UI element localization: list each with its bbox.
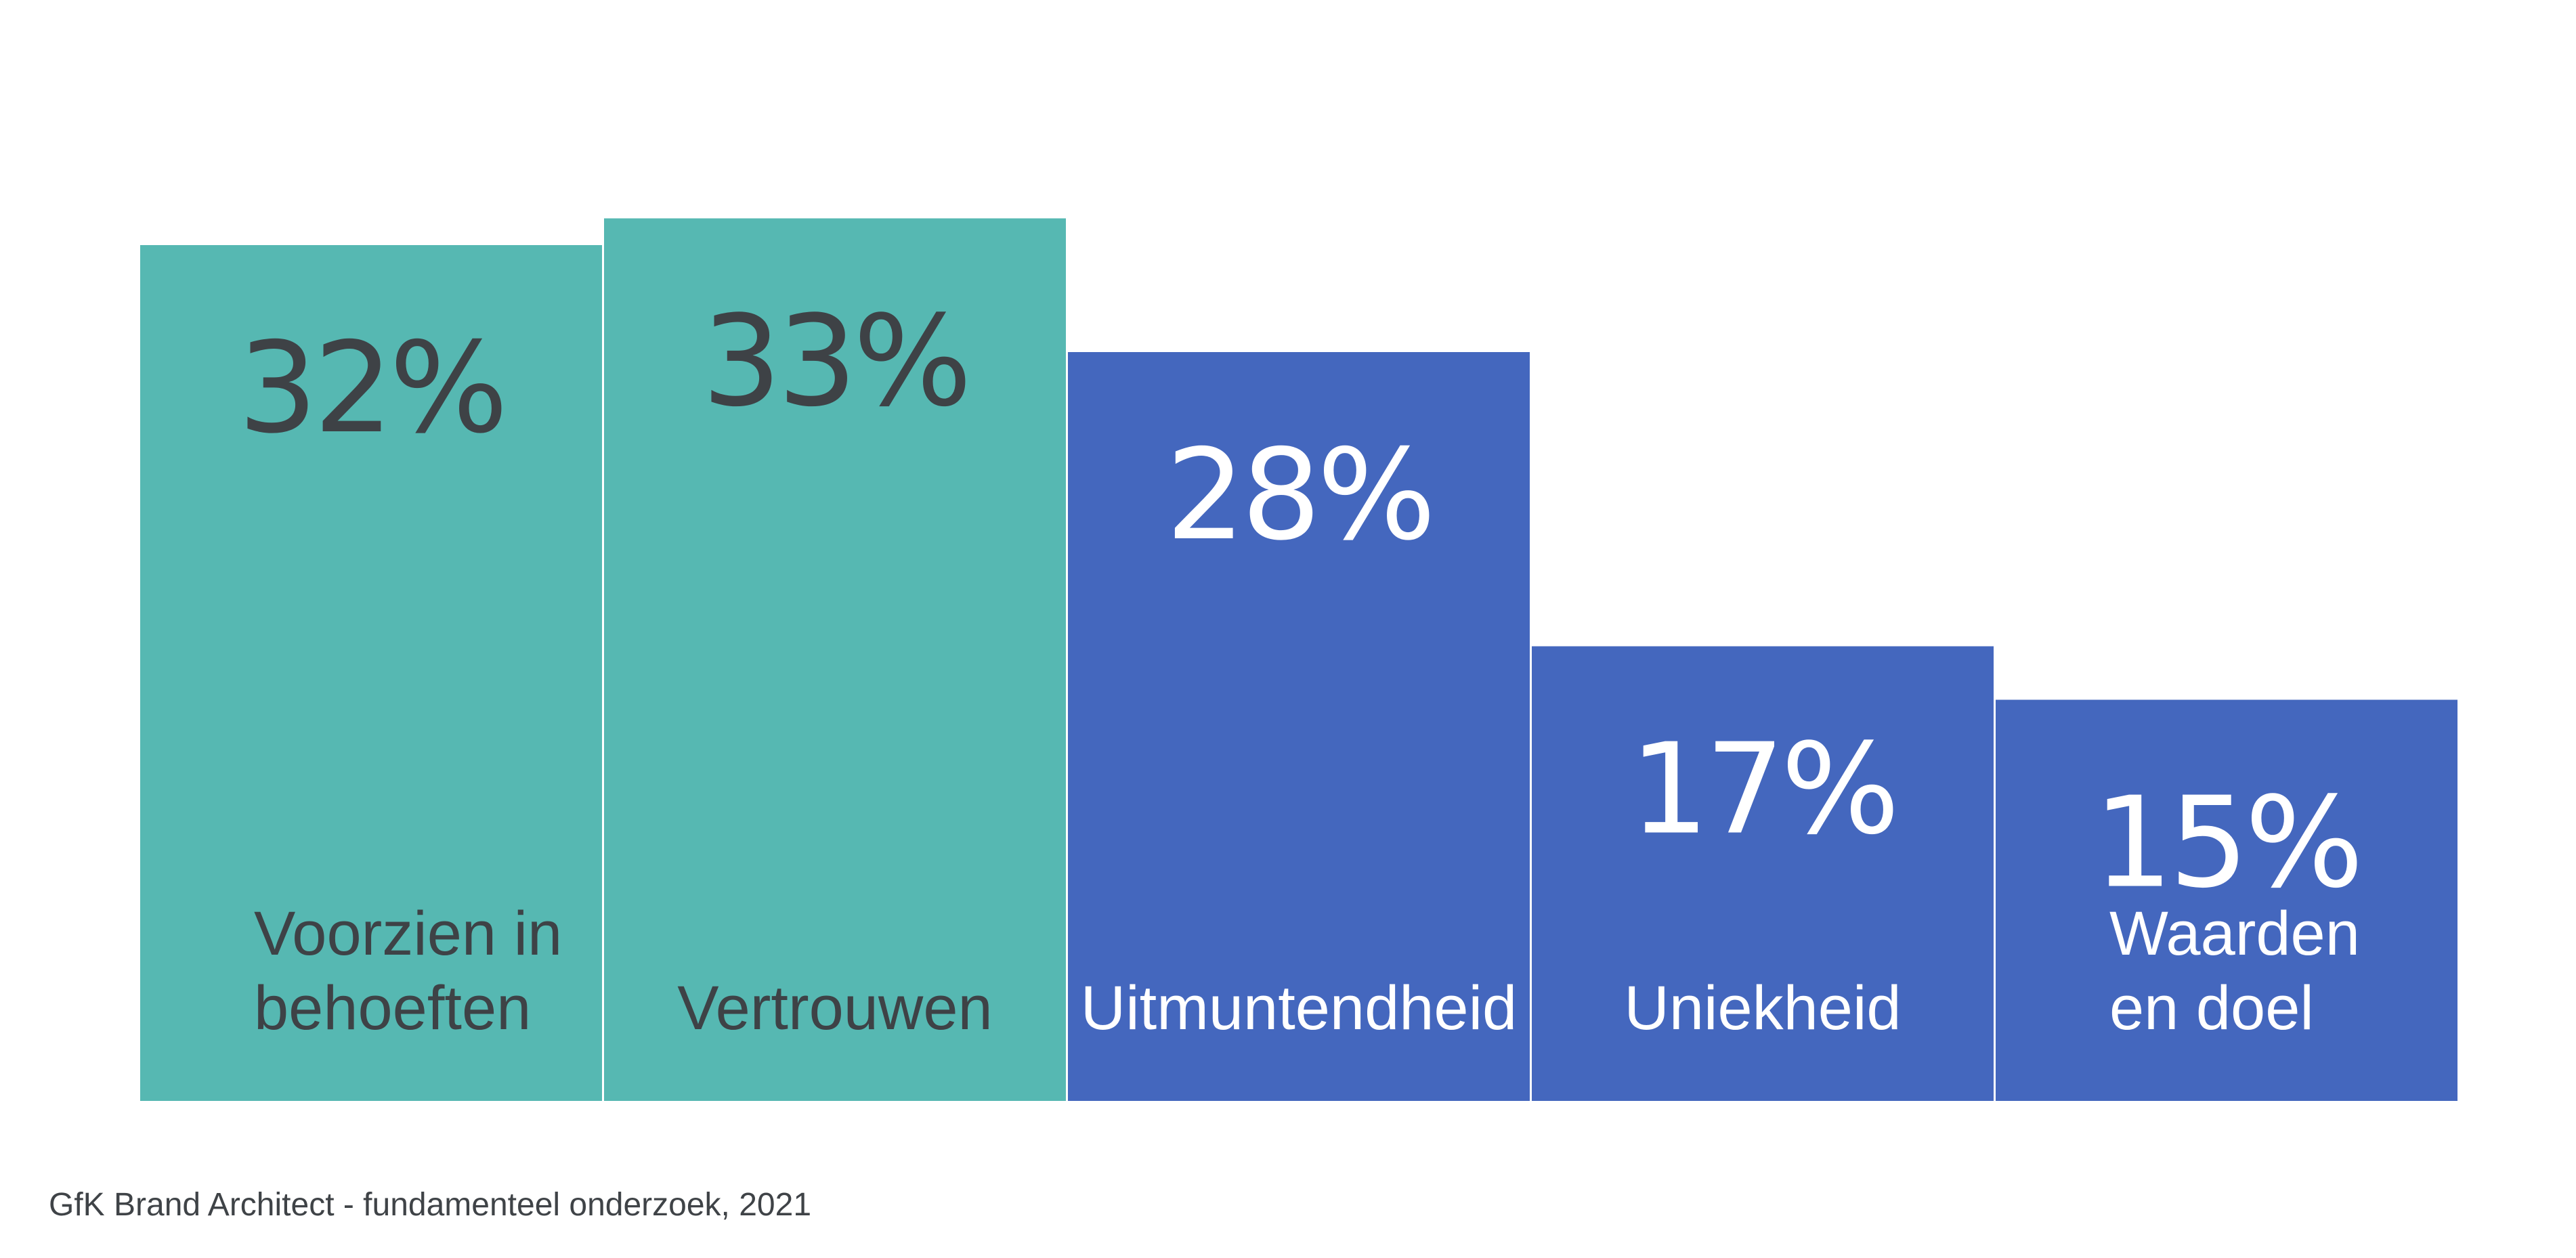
bar-group-vertrouwen: 33% Vertrouwen	[604, 218, 1066, 1101]
category-label-vertrouwen: Vertrouwen	[677, 974, 992, 1043]
value-label-voorzien-in-behoeften: 32%	[238, 315, 504, 461]
category-label-line: Uniekheid	[1624, 974, 1901, 1043]
value-label-uniekheid: 17%	[1629, 716, 1895, 863]
category-label-line: Waarden	[2109, 899, 2360, 968]
category-label-line: Vertrouwen	[677, 974, 992, 1043]
source-note: GfK Brand Architect - fundamenteel onder…	[49, 1187, 812, 1223]
bar-group-waarden-en-doel: 15%Waarden en doel	[1996, 699, 2457, 1101]
value-label-uitmuntendheid: 28%	[1165, 422, 1432, 568]
bar-group-uniekheid: 17% Uniekheid	[1532, 646, 1994, 1101]
value-label-vertrouwen: 33%	[702, 288, 968, 435]
category-label-line: Voorzien in	[254, 899, 562, 968]
bar-uniekheid	[1532, 646, 1994, 1101]
category-label-uitmuntendheid: Uitmuntendheid	[1081, 974, 1517, 1043]
category-label-voorzien-in-behoeften: Voorzien in behoeften	[254, 899, 562, 1043]
category-label-line: en doel	[2109, 974, 2314, 1043]
bar-waarden-en-doel	[1996, 699, 2457, 1101]
bar-uitmuntendheid	[1068, 352, 1530, 1101]
category-label-line: Uitmuntendheid	[1081, 974, 1517, 1043]
bar-group-uitmuntendheid: 28% Uitmuntendheid	[1068, 352, 1530, 1101]
category-label-waarden-en-doel: Waarden en doel	[2109, 899, 2360, 1043]
bar-group-voorzien-in-behoeften: 32% Voorzien in behoeften	[140, 245, 602, 1101]
category-label-uniekheid: Uniekheid	[1624, 974, 1901, 1043]
category-label-line: behoeften	[254, 974, 531, 1043]
bar-voorzien-in-behoeften	[140, 245, 602, 1101]
value-label-waarden-en-doel: 15%	[2093, 770, 2359, 916]
bar-vertrouwen	[604, 218, 1066, 1101]
